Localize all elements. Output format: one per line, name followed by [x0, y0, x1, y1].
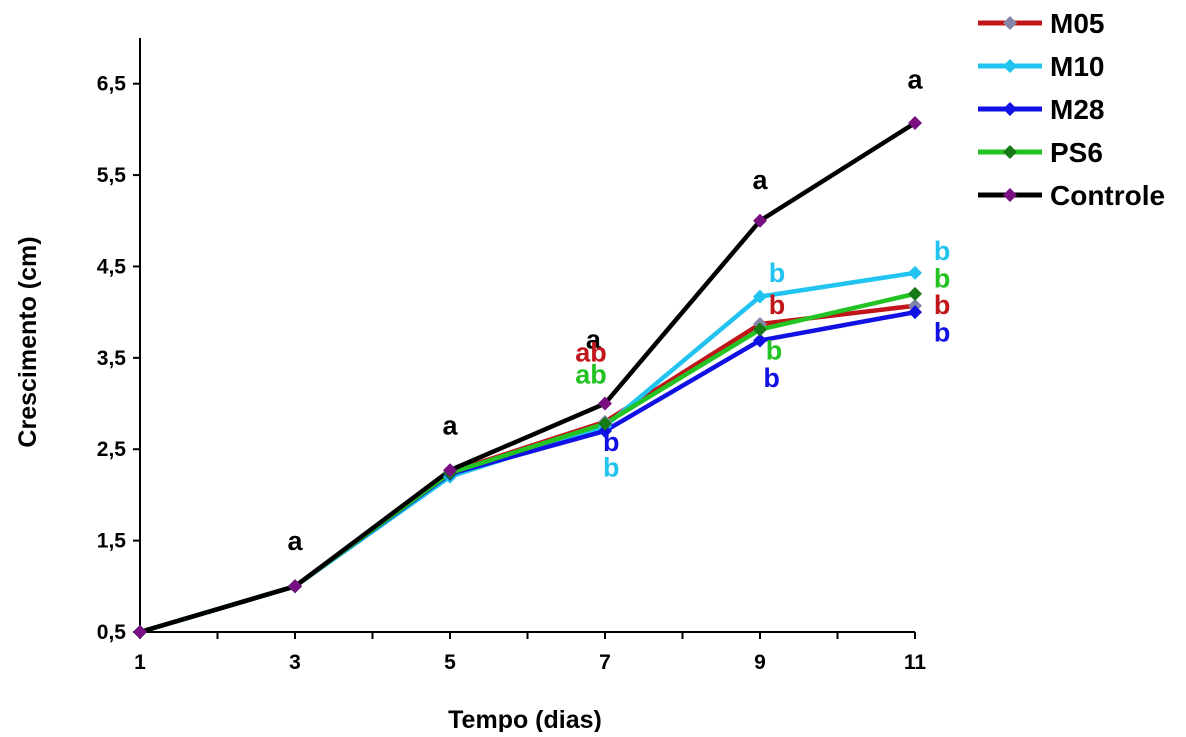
data-point-m10 [753, 289, 767, 304]
y-tick-label: 6,5 [97, 73, 127, 96]
x-tick-label: 1 [134, 651, 146, 674]
series-line-m05 [139, 303, 916, 635]
significance-label: ab [575, 338, 607, 368]
data-point-m28 [598, 423, 612, 438]
significance-label: b [934, 263, 951, 293]
y-tick-label: 4,5 [97, 255, 127, 278]
legend-label-m05: M05 [1050, 8, 1104, 39]
series-line-m28 [139, 309, 916, 635]
data-point-controle [753, 213, 767, 228]
legend-swatch-marker-controle [1003, 188, 1017, 202]
y-tick-label: 2,5 [97, 438, 127, 461]
legend: M05 M10 M28 PS6 Controle [978, 8, 1165, 211]
significance-label: b [766, 336, 783, 366]
significance-label: b [934, 236, 951, 266]
significance-label: b [603, 453, 620, 483]
legend-swatch-marker-m28 [1003, 102, 1017, 116]
significance-label: a [287, 526, 303, 556]
y-tick-label: 1,5 [97, 530, 127, 553]
significance-label: a [907, 64, 923, 94]
data-point-m28 [753, 333, 767, 348]
x-axis-title: Tempo (dias) [448, 706, 602, 732]
axes: 0,5 1,5 2,5 3,5 4,5 5,5 6,5 1 3 5 7 9 11 [97, 38, 927, 674]
significance-label: b [763, 363, 780, 393]
data-point-controle [288, 579, 302, 594]
y-tick-label: 5,5 [97, 164, 127, 187]
data-point-ps6 [598, 416, 612, 431]
data-point-controle [133, 625, 147, 639]
series-layer [133, 115, 922, 639]
legend-swatch-marker-ps6 [1003, 145, 1017, 159]
y-axis-title: Crescimento (cm) [14, 236, 42, 447]
significance-label: b [934, 317, 951, 347]
y-tick-label: 3,5 [97, 347, 127, 370]
legend-label-ps6: PS6 [1050, 137, 1103, 168]
significance-label: b [603, 427, 620, 457]
x-tick-label: 7 [599, 651, 611, 674]
legend-label-controle: Controle [1050, 180, 1165, 211]
legend-label-m28: M28 [1050, 94, 1104, 125]
x-tick-label: 3 [289, 651, 301, 674]
x-tick-label: 5 [444, 651, 456, 674]
significance-label: a [752, 165, 768, 195]
data-point-controle [443, 463, 457, 478]
significance-label: a [586, 325, 602, 355]
data-point-m10 [908, 265, 922, 280]
x-tick-label: 9 [754, 651, 766, 674]
data-point-ps6 [908, 286, 922, 301]
significance-label: a [442, 411, 458, 441]
series-line-ps6 [139, 291, 916, 635]
series-line-controle [139, 121, 917, 635]
data-point-m28 [908, 305, 922, 320]
legend-swatch-marker-m05 [1003, 16, 1017, 30]
significance-label: b [934, 290, 951, 320]
data-point-controle [598, 396, 612, 411]
significance-label: b [769, 290, 786, 320]
data-point-ps6 [753, 322, 767, 337]
legend-swatch-marker-m10 [1003, 59, 1017, 73]
data-point-controle [908, 115, 922, 130]
significance-label: b [769, 258, 786, 288]
legend-label-m10: M10 [1050, 51, 1104, 82]
y-tick-label: 0,5 [97, 621, 127, 644]
significance-label: ab [575, 359, 607, 389]
x-tick-label: 11 [904, 651, 927, 674]
